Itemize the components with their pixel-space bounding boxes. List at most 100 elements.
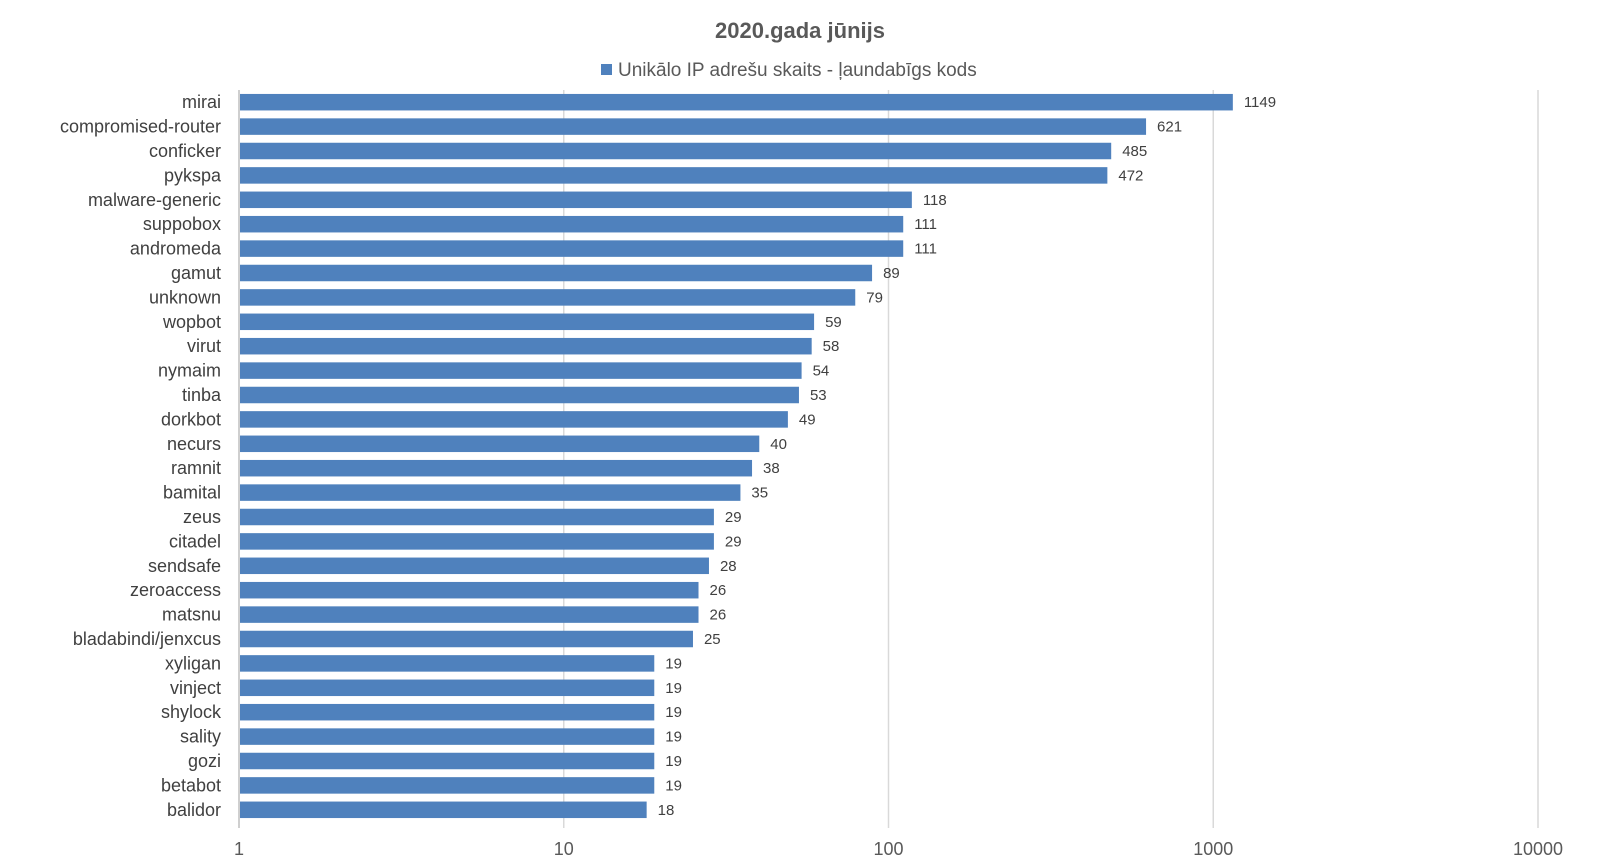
data-label: 58 <box>823 338 840 355</box>
bar <box>240 484 741 501</box>
legend: Unikālo IP adrešu skaits - ļaundabīgs ko… <box>601 60 977 81</box>
data-label: 26 <box>710 582 727 599</box>
data-label: 118 <box>923 192 947 209</box>
bar <box>240 606 699 623</box>
bar <box>240 118 1147 135</box>
bar <box>240 337 812 355</box>
bar <box>240 289 856 306</box>
category-label: sendsafe <box>148 556 221 576</box>
chart-title: 2020.gada jūnijs <box>715 18 885 43</box>
data-label: 1149 <box>1244 94 1276 111</box>
bar <box>240 581 699 599</box>
data-label: 19 <box>665 729 682 746</box>
category-label: pykspa <box>164 165 222 185</box>
bar <box>240 93 1233 111</box>
data-label: 18 <box>658 802 675 819</box>
data-label: 35 <box>751 485 768 502</box>
data-label: 89 <box>883 265 900 282</box>
bar <box>240 313 815 331</box>
category-label: nymaim <box>158 361 221 381</box>
category-label: necurs <box>167 434 221 454</box>
category-label: bladabindi/jenxcus <box>73 629 221 649</box>
bar <box>240 630 693 648</box>
data-label: 111 <box>914 241 937 258</box>
x-axis-tick-labels: 1 10 100 1000 10000 <box>234 839 1563 859</box>
category-label: matsnu <box>162 605 221 625</box>
data-label: 621 <box>1157 119 1182 136</box>
data-label: 19 <box>665 777 682 794</box>
category-label: shylock <box>161 702 222 722</box>
bar <box>240 362 802 379</box>
category-label: citadel <box>169 531 221 551</box>
bar <box>240 533 714 550</box>
data-label: 19 <box>665 753 682 770</box>
bar <box>240 167 1108 184</box>
bars <box>240 93 1233 819</box>
category-label: gozi <box>188 751 221 771</box>
x-tick-label: 10000 <box>1513 839 1563 859</box>
category-label: wopbot <box>162 312 221 332</box>
bar <box>240 752 655 770</box>
category-label: unknown <box>149 287 221 307</box>
data-label: 111 <box>914 216 937 233</box>
data-label: 28 <box>720 558 737 575</box>
data-label: 19 <box>665 680 682 697</box>
data-label: 19 <box>665 655 682 672</box>
category-labels: mirai compromised-router conficker pykspa ma… <box>60 92 222 820</box>
category-label: virut <box>187 336 221 356</box>
bar <box>240 191 912 209</box>
category-label: compromised-router <box>60 117 221 137</box>
data-label: 29 <box>725 533 742 550</box>
category-label: xyligan <box>165 653 221 673</box>
bar <box>240 508 714 526</box>
category-label: vinject <box>170 678 221 698</box>
bar <box>240 557 709 575</box>
data-label: 25 <box>704 631 721 648</box>
bar <box>240 264 873 282</box>
bar <box>240 215 904 233</box>
data-label: 54 <box>813 363 830 380</box>
bar <box>240 386 799 404</box>
data-label: 53 <box>810 387 827 404</box>
category-label: malware-generic <box>88 190 221 210</box>
bar <box>240 777 655 794</box>
data-label: 59 <box>825 314 842 331</box>
x-tick-label: 10 <box>554 839 574 859</box>
category-label: sality <box>180 727 221 747</box>
data-label: 79 <box>866 289 883 306</box>
category-label: zeus <box>183 507 221 527</box>
category-label: andromeda <box>130 239 222 259</box>
bar <box>240 411 788 428</box>
x-tick-label: 1000 <box>1193 839 1233 859</box>
data-label: 38 <box>763 460 780 477</box>
category-label: mirai <box>182 92 221 112</box>
bar <box>240 728 655 745</box>
bar <box>240 459 753 477</box>
category-label: balidor <box>167 800 221 820</box>
bar <box>240 801 647 819</box>
data-label: 485 <box>1122 143 1147 160</box>
data-label: 29 <box>725 509 742 526</box>
category-label: suppobox <box>143 214 221 234</box>
data-label: 49 <box>799 411 816 428</box>
category-label: betabot <box>161 775 221 795</box>
category-label: gamut <box>171 263 221 283</box>
bar <box>240 142 1112 160</box>
bar <box>240 679 655 697</box>
category-label: dorkbot <box>161 409 221 429</box>
legend-swatch <box>601 64 612 75</box>
data-label: 40 <box>770 436 787 453</box>
data-label: 26 <box>710 607 727 624</box>
bar <box>240 240 904 257</box>
bar <box>240 703 655 721</box>
bar <box>240 655 655 672</box>
category-label: ramnit <box>171 458 221 478</box>
data-label: 472 <box>1118 167 1143 184</box>
category-label: tinba <box>182 385 222 405</box>
x-tick-label: 1 <box>234 839 244 859</box>
category-label: conficker <box>149 141 221 161</box>
category-label: zeroaccess <box>130 580 221 600</box>
legend-label: Unikālo IP adrešu skaits - ļaundabīgs ko… <box>618 60 977 81</box>
bar <box>240 435 760 453</box>
